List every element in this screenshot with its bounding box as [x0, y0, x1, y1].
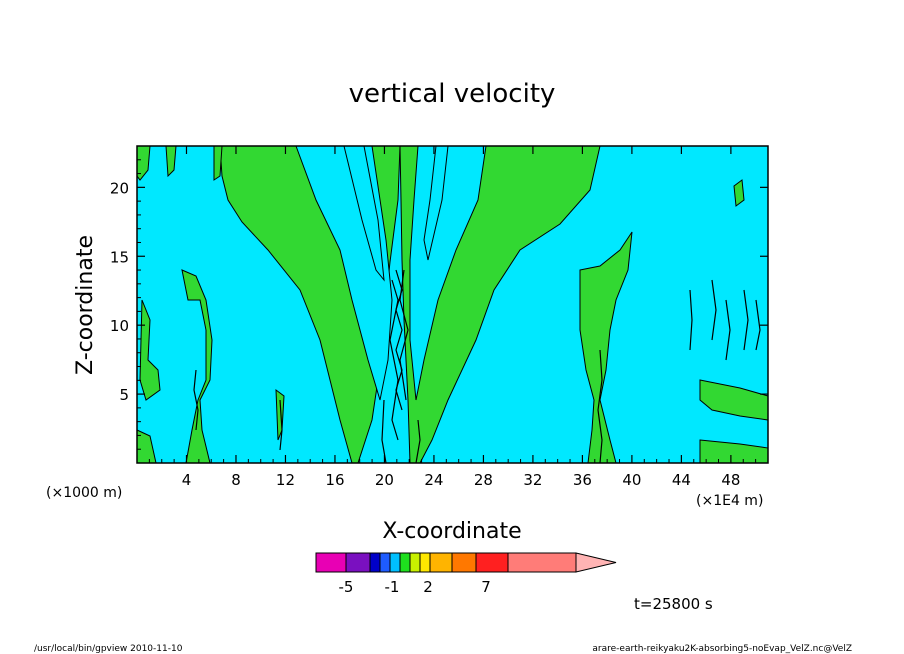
x-tick-label: 48 — [721, 471, 740, 489]
y-axis-label: Z-coordinate — [73, 235, 98, 375]
y-tick-label: 20 — [110, 179, 129, 197]
colorbar-tick-label: 2 — [423, 578, 433, 596]
colorbar-segment — [475, 552, 509, 573]
x-tick-label: 28 — [474, 471, 493, 489]
x-axis: 4 8 12 16 20 24 28 32 36 40 44 48 — [148, 146, 757, 489]
contour-lines-dense — [193, 269, 761, 464]
x-axis-label: X-coordinate — [382, 519, 521, 544]
x-tick-label: 36 — [573, 471, 592, 489]
x-unit-left: (×1000 m) — [46, 485, 122, 501]
colorbar-segment — [379, 552, 391, 573]
y-axis: 5 10 15 20 — [110, 159, 768, 450]
colorbar-segment — [409, 552, 421, 573]
colorbar-segment — [345, 552, 371, 573]
colorbar-segment — [369, 552, 381, 573]
colorbar-arrow — [575, 552, 617, 573]
chart-title: vertical velocity — [349, 79, 556, 109]
colorbar-segment — [389, 552, 401, 573]
x-tick-label: 20 — [375, 471, 394, 489]
x-tick-label: 24 — [424, 471, 443, 489]
colorbar-labels: -5 -1 2 7 — [339, 578, 491, 596]
positive-region-right-column — [579, 231, 633, 464]
y-tick-label: 15 — [110, 248, 129, 266]
footer-left: /usr/local/bin/gpview 2010-11-10 — [34, 644, 183, 654]
colorbar-segment — [399, 552, 411, 573]
x-tick-label: 4 — [182, 471, 192, 489]
footer-right: arare-earth-reikyaku2K-absorbing5-noEvap… — [592, 644, 852, 654]
plot-frame — [136, 145, 769, 464]
y-tick-label: 10 — [110, 317, 129, 335]
y-tick-label: 5 — [119, 386, 129, 404]
colorbar-tick-label: 7 — [481, 578, 491, 596]
colorbar — [315, 552, 617, 573]
time-label: t=25800 s — [634, 595, 713, 613]
x-tick-label: 44 — [672, 471, 691, 489]
colorbar-segment — [451, 552, 477, 573]
x-tick-label: 8 — [231, 471, 241, 489]
colorbar-segment — [507, 552, 577, 573]
colorbar-tick-label: -1 — [385, 578, 400, 596]
colorbar-tick-label: -5 — [339, 578, 354, 596]
x-tick-label: 32 — [523, 471, 542, 489]
x-tick-label: 16 — [325, 471, 344, 489]
x-tick-label: 12 — [276, 471, 295, 489]
x-tick-label: 40 — [622, 471, 641, 489]
positive-region-right-edge — [136, 179, 769, 464]
colorbar-segment — [315, 552, 347, 573]
plot-area — [136, 145, 769, 464]
colorbar-segment — [419, 552, 431, 573]
colorbar-segment — [429, 552, 453, 573]
negative-bands-central — [295, 145, 487, 401]
x-unit-right: (×1E4 m) — [696, 493, 763, 509]
